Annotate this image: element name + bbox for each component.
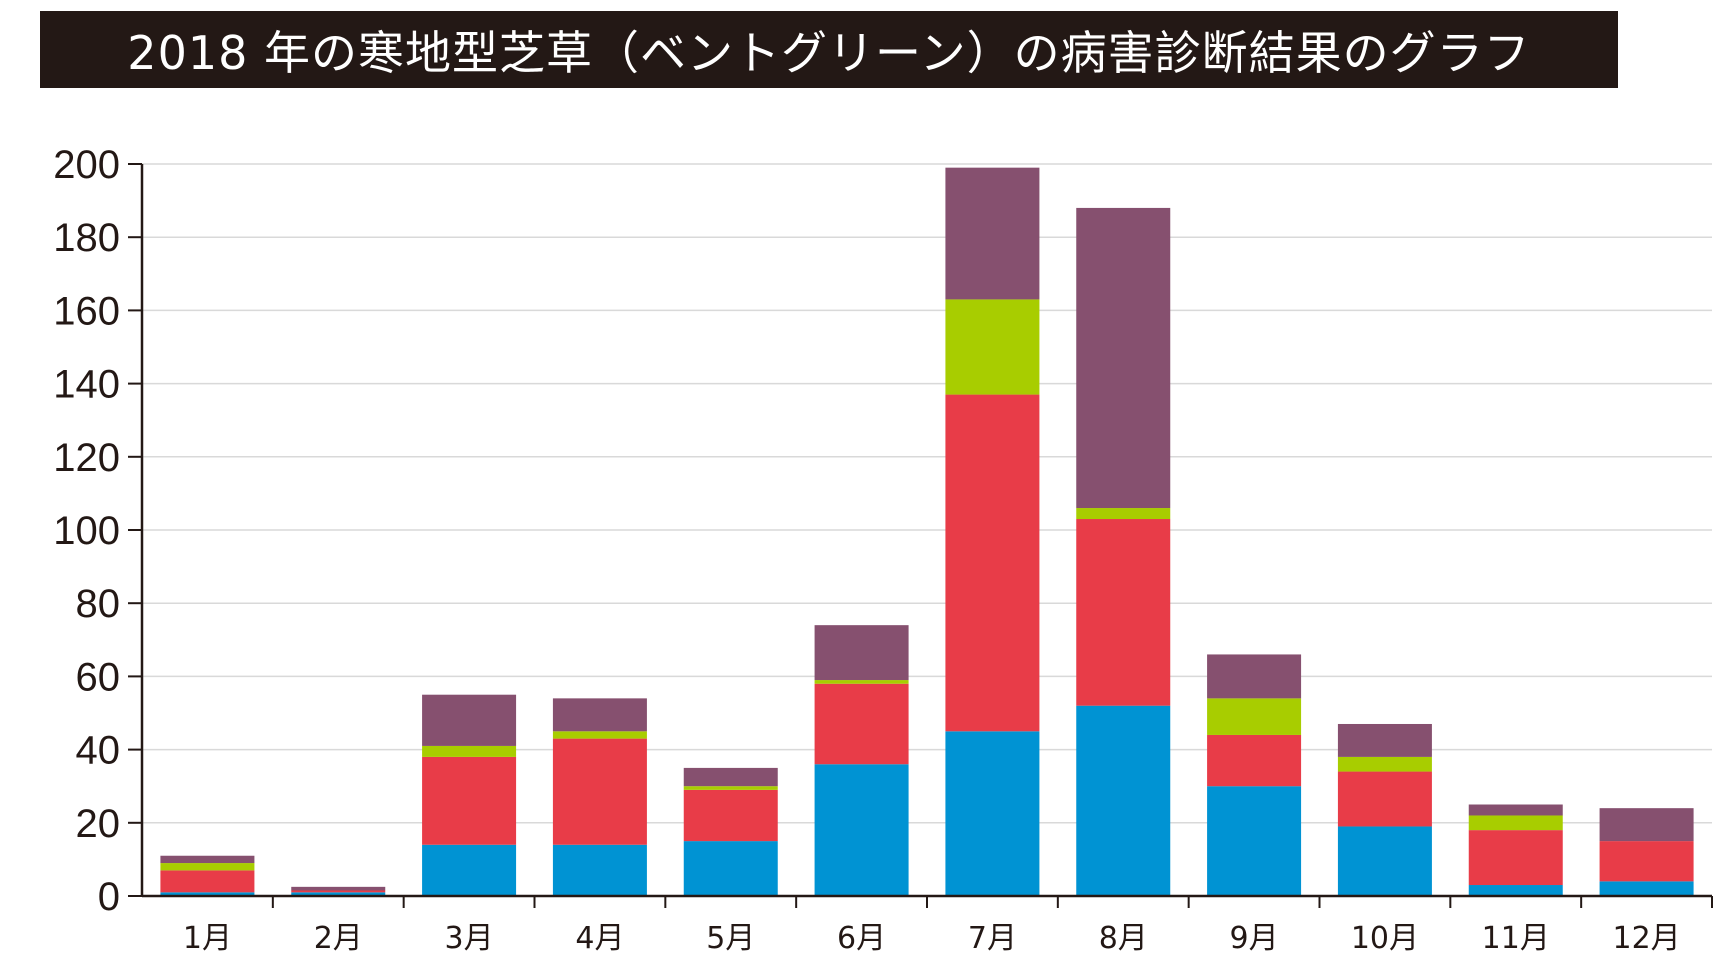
bar-segment — [160, 870, 255, 893]
bar-segment — [422, 745, 517, 757]
bar-segment — [552, 731, 647, 739]
x-tick-label: 9月 — [1230, 921, 1279, 956]
bar-segment — [945, 394, 1040, 732]
bar-segment — [1468, 815, 1563, 831]
bar-segment — [1599, 841, 1694, 882]
bar-segment — [1468, 830, 1563, 886]
bar-segment — [1076, 508, 1171, 520]
bar-segment — [945, 731, 1040, 896]
bar-segment — [1599, 881, 1694, 896]
bar-segment — [1337, 771, 1432, 827]
bars — [160, 167, 1694, 896]
bar-segment — [1076, 705, 1171, 896]
bar-segment — [945, 299, 1040, 395]
axes — [128, 163, 1713, 908]
bar-segment — [1337, 756, 1432, 772]
bar-segment — [683, 767, 778, 787]
bar-segment — [945, 167, 1040, 300]
x-tick-label: 11月 — [1482, 921, 1550, 956]
bar-segment — [291, 890, 386, 893]
x-tick-label: 7月 — [968, 921, 1017, 956]
bar-segment — [422, 756, 517, 845]
bar-segment — [160, 863, 255, 871]
bar-segment — [552, 738, 647, 845]
x-tick-label: 8月 — [1099, 921, 1148, 956]
bar-segment — [683, 841, 778, 896]
bar-segment — [422, 844, 517, 896]
bar-segment — [291, 892, 386, 896]
y-tick-label: 80 — [76, 582, 121, 626]
bar-segment — [683, 789, 778, 842]
x-tick-label: 6月 — [837, 921, 886, 956]
bar-segment — [814, 625, 909, 681]
bar-segment — [160, 855, 255, 864]
y-tick-label: 0 — [98, 875, 120, 919]
bar-segment — [1599, 808, 1694, 842]
bar-segment — [814, 683, 909, 765]
y-tick-label: 40 — [76, 729, 121, 773]
bar-segment — [1207, 698, 1302, 735]
y-tick-label: 180 — [53, 216, 120, 260]
bar-segment — [1468, 885, 1563, 896]
bar-segment — [1337, 723, 1432, 757]
gridlines — [142, 163, 1712, 824]
x-tick-label: 4月 — [575, 921, 624, 956]
bar-segment — [1207, 786, 1302, 896]
chart-title: 2018 年の寒地型芝草（ベントグリーン）の病害診断結果のグラフ — [40, 11, 1618, 88]
bar-segment — [1076, 519, 1171, 706]
bar-segment — [1076, 207, 1171, 509]
y-tick-label: 200 — [53, 143, 120, 187]
y-tick-label: 100 — [53, 509, 120, 553]
bar-segment — [160, 892, 255, 896]
labels: 0 20 40 60 80 100 120 140 160 180 200 1月 2月 3月 4月 5月 6月 7… — [53, 143, 1680, 956]
bar-segment — [1207, 654, 1302, 699]
bar-segment — [1337, 826, 1432, 896]
y-tick-label: 20 — [76, 802, 121, 846]
x-tick-label: 3月 — [445, 921, 494, 956]
bar-segment — [291, 886, 386, 891]
bar-segment — [814, 680, 909, 684]
y-tick-label: 60 — [76, 655, 121, 699]
bar-segment — [552, 698, 647, 732]
bar-segment — [683, 786, 778, 790]
bar-segment — [552, 844, 647, 896]
bar-segment — [422, 694, 517, 746]
x-tick-label: 12月 — [1612, 921, 1680, 956]
y-tick-label: 160 — [53, 289, 120, 333]
x-tick-label: 1月 — [183, 921, 232, 956]
x-tick-label: 2月 — [314, 921, 363, 956]
y-tick-label: 120 — [53, 436, 120, 480]
x-tick-label: 5月 — [706, 921, 755, 956]
bar-segment — [814, 764, 909, 896]
bar-segment — [1468, 804, 1563, 816]
bar-segment — [1207, 734, 1302, 787]
x-tick-label: 10月 — [1351, 921, 1419, 956]
y-tick-label: 140 — [53, 363, 120, 407]
